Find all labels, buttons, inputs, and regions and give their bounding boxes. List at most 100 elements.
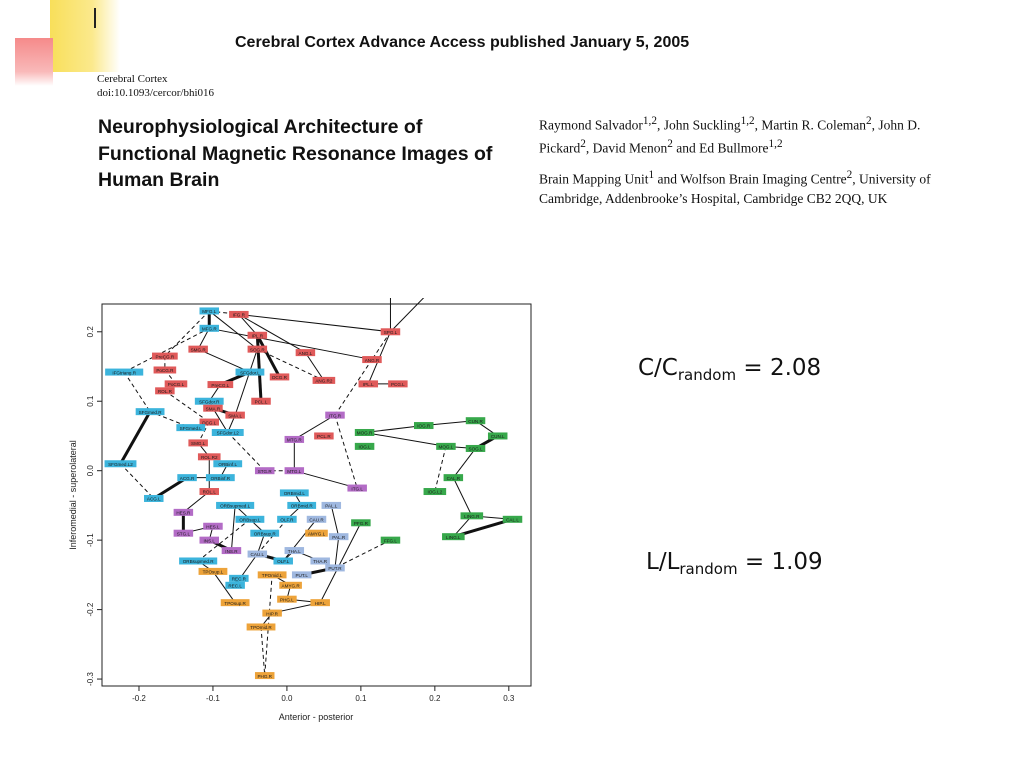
path-length-sub: random xyxy=(679,560,738,578)
node-box xyxy=(388,380,408,388)
network-edge xyxy=(197,348,251,373)
node-box xyxy=(284,547,305,555)
node-label: ANG.R2 xyxy=(315,379,333,384)
node-box xyxy=(287,501,317,509)
node-label: FFG.L xyxy=(384,538,397,543)
affiliation-part-3: , University of Cambridge, Addenbrooke’s… xyxy=(539,171,931,207)
node-label: CAL.L xyxy=(506,518,519,523)
y-tick-label: -0.1 xyxy=(86,533,95,547)
node-label: CUN.L xyxy=(491,434,505,439)
node-label: HES.L xyxy=(206,524,220,529)
node-box xyxy=(225,411,245,419)
node-box xyxy=(235,368,265,376)
node-label: MOG.L xyxy=(439,445,454,450)
node-label: IFG.R xyxy=(233,313,246,318)
network-edge xyxy=(120,463,155,499)
author-name: Raymond Salvador xyxy=(539,117,643,133)
node-label: THA.L xyxy=(288,549,301,554)
node-label: SFGdor.R xyxy=(199,399,220,404)
node-label: INS.L xyxy=(204,538,216,543)
node-box xyxy=(213,460,243,468)
node-label: IOG.L2 xyxy=(427,490,442,495)
node-box xyxy=(176,424,206,432)
node-box xyxy=(254,467,275,475)
node-box xyxy=(284,467,305,475)
node-label: INS.R xyxy=(225,549,238,554)
node-box xyxy=(414,422,434,430)
node-box xyxy=(310,557,330,565)
y-tick-label: 0.1 xyxy=(86,395,95,407)
node-label: ORBinf.R xyxy=(211,476,231,481)
node-box xyxy=(247,550,268,558)
node-box xyxy=(235,515,265,523)
node-box xyxy=(164,380,188,388)
node-label: CAL.R xyxy=(447,476,461,481)
node-box xyxy=(305,529,328,537)
node-label: PAL.R xyxy=(332,535,346,540)
node-box xyxy=(194,397,224,405)
author-separator: , xyxy=(656,117,664,133)
node-box xyxy=(436,442,456,450)
node-label: PAL.L xyxy=(325,504,338,509)
node-label: ACG.R xyxy=(180,476,195,481)
author-name: David Menon xyxy=(592,140,668,156)
node-box xyxy=(273,557,293,565)
y-axis-label: Inferomedial - superolateral xyxy=(68,440,78,550)
author-separator: , xyxy=(754,117,762,133)
node-label: LING.L xyxy=(446,535,461,540)
node-label: PoCG.L xyxy=(168,382,185,387)
network-edge xyxy=(364,431,447,447)
node-label: SFGmed.L2 xyxy=(108,462,133,467)
node-box xyxy=(465,417,486,425)
node-box xyxy=(380,328,401,336)
node-box xyxy=(502,515,523,523)
node-label: ORBmid.R xyxy=(291,504,314,509)
network-edge xyxy=(234,348,258,416)
node-label: HIP.R xyxy=(266,611,278,616)
node-label: ROL.R2 xyxy=(201,455,218,460)
node-box xyxy=(262,609,282,617)
node-box xyxy=(284,435,305,443)
node-box xyxy=(254,672,275,680)
node-box xyxy=(203,404,223,412)
node-box xyxy=(306,515,327,523)
node-label: DCG.R xyxy=(272,375,287,380)
node-box xyxy=(246,623,276,631)
node-label: SMA.R xyxy=(206,406,221,411)
paper-title: Neurophysiological Architecture of Funct… xyxy=(98,116,493,191)
node-box xyxy=(314,432,334,440)
node-label: PCG.L xyxy=(391,382,405,387)
node-label: STG.L xyxy=(177,531,191,536)
node-label: ITG.L xyxy=(351,486,363,491)
node-box xyxy=(277,595,297,603)
node-label: OLF.R xyxy=(280,518,294,523)
node-label: TPOsup.R xyxy=(224,601,246,606)
node-label: MFG.L xyxy=(202,309,216,314)
decorative-yellow-square xyxy=(50,0,120,72)
x-tick-label: -0.1 xyxy=(206,694,220,703)
node-label: MTG.L xyxy=(287,469,301,474)
node-box xyxy=(325,411,345,419)
node-label: OLF.L xyxy=(277,559,290,564)
node-label: IOG.R xyxy=(417,424,431,429)
node-box xyxy=(205,474,235,482)
network-edge xyxy=(364,425,424,433)
author-affiliation-sup: 2 xyxy=(866,115,872,127)
y-tick-label: -0.3 xyxy=(86,672,95,686)
x-tick-label: 0.0 xyxy=(281,694,293,703)
node-box xyxy=(250,529,280,537)
node-box xyxy=(199,536,219,544)
node-label: IPL.R xyxy=(252,333,264,338)
node-box xyxy=(173,529,194,537)
node-box xyxy=(487,432,508,440)
node-box xyxy=(135,408,165,416)
node-box xyxy=(362,356,382,364)
node-box xyxy=(251,397,271,405)
node-label: AMYG.L xyxy=(308,531,326,536)
author-affiliation-sup: 1,2 xyxy=(768,138,783,150)
network-edge xyxy=(452,477,473,517)
node-box xyxy=(155,387,175,395)
node-label: HES.R xyxy=(176,511,191,516)
node-box xyxy=(199,324,219,332)
network-edge xyxy=(119,410,152,465)
